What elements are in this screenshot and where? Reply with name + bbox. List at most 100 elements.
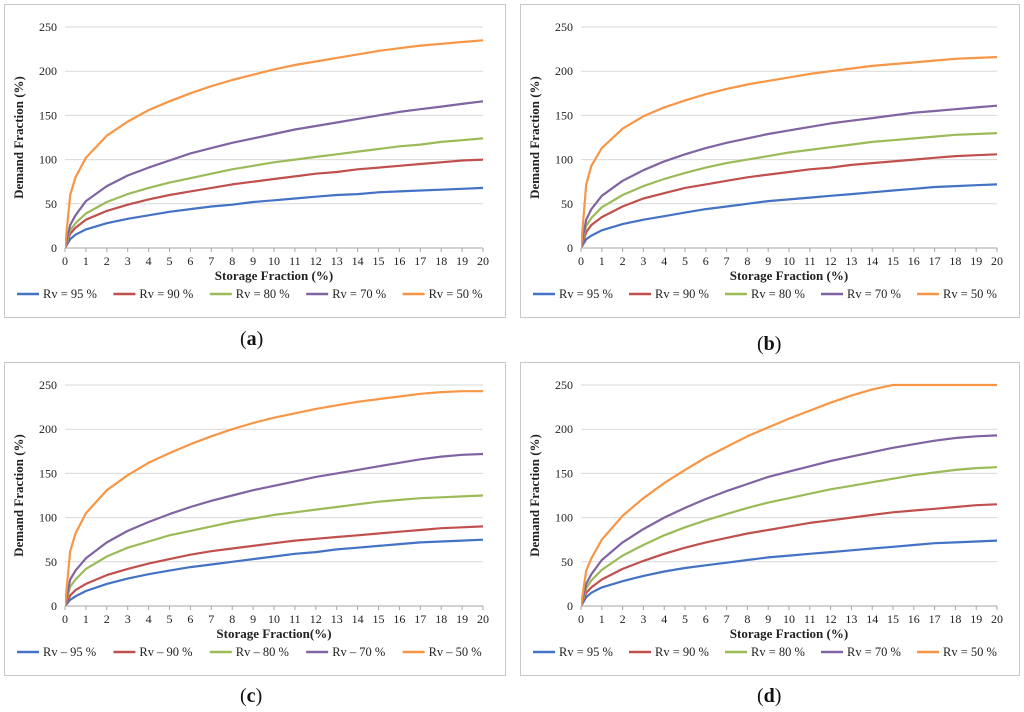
x-tick-label: 19: [970, 254, 982, 268]
panel-caption-b: (b): [757, 333, 782, 355]
x-tick-label: 6: [187, 612, 193, 626]
x-tick-label: 3: [640, 612, 646, 626]
x-axis-title: Storage Fraction(%): [216, 626, 331, 641]
x-tick-label: 5: [167, 612, 173, 626]
series-line-rv80: [581, 466, 997, 606]
series-line-rv95: [65, 538, 483, 606]
x-tick-label: 19: [456, 254, 468, 268]
x-tick-label: 18: [949, 254, 961, 268]
legend-label: Rv = 80 %: [751, 287, 805, 301]
series-line-rv80: [581, 132, 997, 248]
chart-panel-d: 0 50 100 150 200 250 0 1 2 3 4 5 6 7 8 9 10 11 12 13 14 15 16 1…: [520, 362, 1020, 676]
x-tick-label: 0: [62, 254, 68, 268]
x-tick-label: 20: [477, 254, 489, 268]
series-line-rv95: [65, 186, 483, 248]
legend-label: Rv – 50 %: [429, 645, 482, 659]
legend-label: Rv – 95 %: [43, 645, 96, 659]
series-line-rv70: [581, 434, 997, 606]
x-tick-label: 17: [414, 612, 426, 626]
x-tick-label: 17: [929, 254, 941, 268]
legend-label: Rv = 80 %: [751, 645, 805, 659]
x-tick-label: 18: [949, 612, 961, 626]
x-tick-label: 11: [804, 254, 816, 268]
x-tick-label: 7: [724, 612, 730, 626]
x-tick-label: 20: [477, 612, 489, 626]
x-tick-label: 12: [825, 254, 837, 268]
series-line-rv80: [65, 137, 483, 248]
y-axis-title: Demand Fraction (%): [527, 434, 542, 557]
series-line-rv50: [65, 39, 483, 248]
y-tick-label: 50: [561, 555, 573, 569]
y-tick-label: 250: [39, 20, 57, 34]
panel-label-c: c: [246, 685, 256, 707]
series-line-rv90: [581, 503, 997, 606]
x-tick-label: 12: [825, 612, 837, 626]
series-line-rv50: [581, 383, 997, 606]
y-tick-label: 200: [39, 64, 57, 78]
x-tick-label: 16: [393, 254, 405, 268]
x-tick-label: 15: [373, 254, 385, 268]
y-tick-label: 200: [555, 422, 573, 436]
x-tick-label: 4: [146, 254, 152, 268]
x-tick-label: 20: [991, 612, 1003, 626]
x-tick-label: 17: [929, 612, 941, 626]
series-line-rv90: [65, 158, 483, 248]
x-tick-label: 2: [104, 254, 110, 268]
y-tick-label: 0: [567, 241, 573, 255]
series-line-rv95: [581, 539, 997, 606]
x-tick-label: 11: [289, 612, 301, 626]
series-line-rv70: [65, 100, 483, 248]
x-tick-label: 10: [268, 612, 280, 626]
chart-panel-b: 0 50 100 150 200 250 0 1 2 3 4 5 6 7 8 9 10 11 12 13 14 15 16 1…: [520, 4, 1020, 318]
x-tick-label: 5: [682, 254, 688, 268]
x-tick-label: 3: [125, 254, 131, 268]
y-tick-label: 100: [555, 153, 573, 167]
series-line-rv90: [65, 525, 483, 606]
chart-panel-a: 0 50 100 150 200 250 0 1 2 3 4 5 6 7 8 9 10 11 12 13 14 15 16 1…: [4, 4, 506, 318]
panel-caption-a: (a): [240, 328, 264, 350]
x-tick-label: 6: [703, 612, 709, 626]
legend-label: Rv = 50 %: [943, 645, 997, 659]
x-tick-label: 9: [765, 254, 771, 268]
x-tick-label: 20: [991, 254, 1003, 268]
x-tick-label: 0: [62, 612, 68, 626]
x-tick-label: 6: [703, 254, 709, 268]
legend-label: Rv = 50 %: [429, 287, 483, 301]
x-tick-label: 9: [250, 612, 256, 626]
y-tick-label: 0: [567, 599, 573, 613]
x-tick-label: 18: [435, 612, 447, 626]
series-line-rv50: [581, 56, 997, 248]
legend-label: Rv = 50 %: [943, 287, 997, 301]
y-tick-label: 150: [39, 466, 57, 480]
series-line-rv70: [65, 452, 483, 606]
panel-label-b: b: [763, 333, 775, 355]
x-tick-label: 13: [331, 612, 343, 626]
x-tick-label: 12: [310, 254, 322, 268]
x-tick-label: 5: [682, 612, 688, 626]
legend-label: Rv = 70 %: [847, 287, 901, 301]
x-tick-label: 1: [599, 254, 605, 268]
x-tick-label: 1: [83, 254, 89, 268]
legend-label: Rv = 90 %: [655, 287, 709, 301]
y-tick-label: 150: [39, 108, 57, 122]
x-tick-label: 3: [640, 254, 646, 268]
x-tick-label: 8: [229, 254, 235, 268]
y-tick-label: 100: [39, 153, 57, 167]
x-tick-label: 11: [289, 254, 301, 268]
y-axis-title: Demand Fraction (%): [527, 76, 542, 199]
y-tick-label: 0: [51, 241, 57, 255]
x-tick-label: 1: [83, 612, 89, 626]
y-axis-title: Demand Fraction (%): [11, 76, 26, 199]
y-tick-label: 150: [555, 108, 573, 122]
panel-caption-d: (d): [757, 685, 782, 707]
x-tick-label: 19: [970, 612, 982, 626]
x-tick-label: 0: [578, 612, 584, 626]
x-tick-label: 13: [845, 254, 857, 268]
x-tick-label: 5: [167, 254, 173, 268]
legend-label: Rv – 80 %: [236, 645, 289, 659]
series-line-rv50: [65, 390, 483, 606]
x-tick-label: 0: [578, 254, 584, 268]
panel-caption-c: (c): [240, 685, 263, 707]
